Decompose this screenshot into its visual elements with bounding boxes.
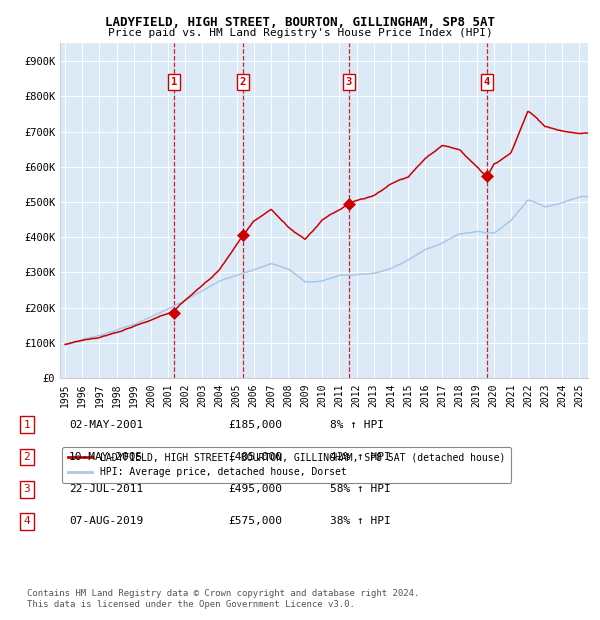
Text: This data is licensed under the Open Government Licence v3.0.: This data is licensed under the Open Gov…	[27, 600, 355, 609]
Text: 02-MAY-2001: 02-MAY-2001	[69, 420, 143, 430]
Text: 58% ↑ HPI: 58% ↑ HPI	[330, 484, 391, 494]
Text: Price paid vs. HM Land Registry's House Price Index (HPI): Price paid vs. HM Land Registry's House …	[107, 28, 493, 38]
Legend: LADYFIELD, HIGH STREET, BOURTON, GILLINGHAM, SP8 5AT (detached house), HPI: Aver: LADYFIELD, HIGH STREET, BOURTON, GILLING…	[62, 446, 511, 483]
Text: 07-AUG-2019: 07-AUG-2019	[69, 516, 143, 526]
Text: £495,000: £495,000	[228, 484, 282, 494]
Text: 8% ↑ HPI: 8% ↑ HPI	[330, 420, 384, 430]
Text: £405,000: £405,000	[228, 452, 282, 462]
Text: 2: 2	[23, 452, 31, 462]
Text: 4: 4	[484, 77, 490, 87]
Text: 3: 3	[23, 484, 31, 494]
Text: £185,000: £185,000	[228, 420, 282, 430]
Text: £575,000: £575,000	[228, 516, 282, 526]
Text: 2: 2	[239, 77, 246, 87]
Text: 1: 1	[23, 420, 31, 430]
Text: 22-JUL-2011: 22-JUL-2011	[69, 484, 143, 494]
Text: 42% ↑ HPI: 42% ↑ HPI	[330, 452, 391, 462]
Text: 4: 4	[23, 516, 31, 526]
Text: Contains HM Land Registry data © Crown copyright and database right 2024.: Contains HM Land Registry data © Crown c…	[27, 589, 419, 598]
Text: 3: 3	[346, 77, 352, 87]
Text: 38% ↑ HPI: 38% ↑ HPI	[330, 516, 391, 526]
Text: 1: 1	[170, 77, 177, 87]
Text: 10-MAY-2005: 10-MAY-2005	[69, 452, 143, 462]
Text: LADYFIELD, HIGH STREET, BOURTON, GILLINGHAM, SP8 5AT: LADYFIELD, HIGH STREET, BOURTON, GILLING…	[105, 16, 495, 29]
